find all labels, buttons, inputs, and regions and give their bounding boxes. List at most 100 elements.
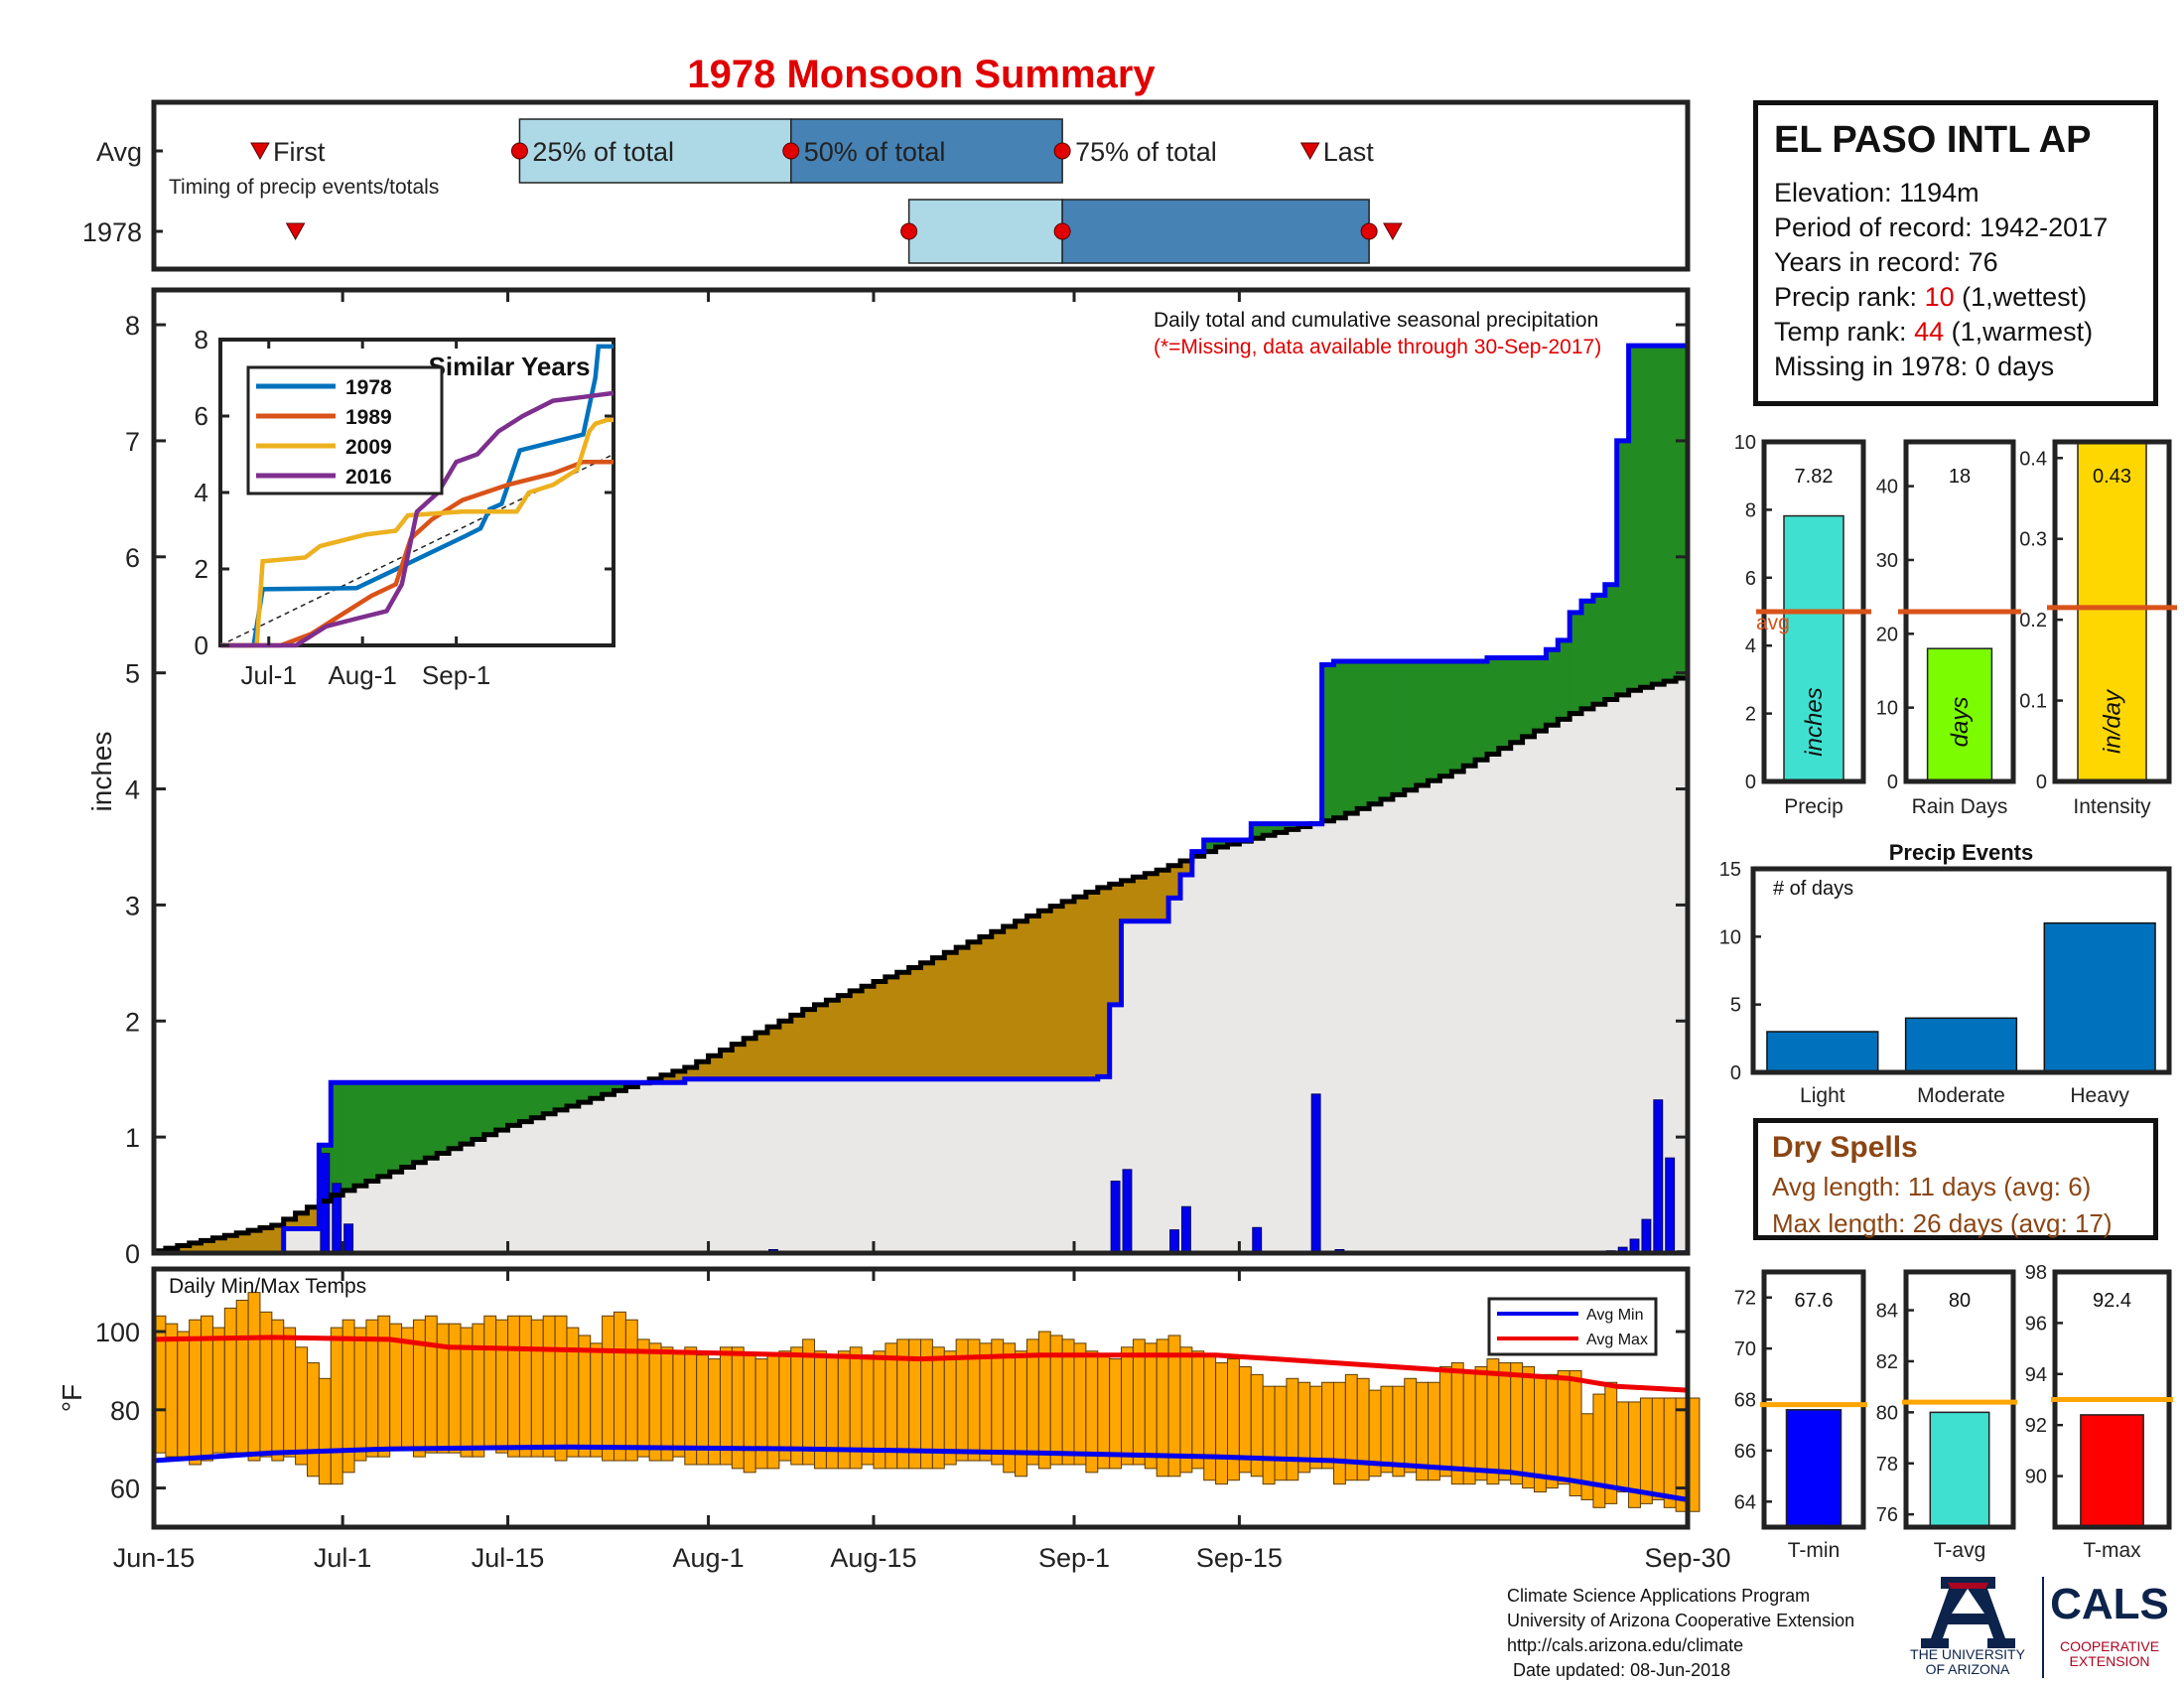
- inset-ytick-label: 2: [195, 554, 208, 584]
- temp-rank-value: 44: [1914, 317, 1945, 347]
- main-missing-note: (*=Missing, data available through 30-Se…: [1154, 336, 1601, 358]
- daily-temp-bar: [766, 1354, 780, 1470]
- minibar-frame-2: [2052, 439, 2172, 784]
- inset-ytick-label: 8: [195, 325, 208, 354]
- below-average-fill: [932, 957, 945, 1079]
- minibar-bar-precip: [1783, 514, 1844, 782]
- station-period: Period of record: 1942-2017: [1774, 212, 2109, 242]
- inset-legend-label-1978: 1978: [345, 376, 392, 399]
- daily-temp-bar: [1061, 1338, 1075, 1466]
- above-average-fill: [1522, 657, 1536, 737]
- x-tick-label: Sep-15: [1196, 1543, 1283, 1573]
- x-tick-label: Jul-15: [472, 1543, 545, 1573]
- above-average-fill: [1463, 660, 1476, 767]
- inset-legend-label-2016: 2016: [345, 466, 392, 489]
- minibar-value-label: 7.82: [1795, 466, 1834, 488]
- above-average-fill: [1416, 660, 1430, 786]
- timing-avg-marker-75: [1053, 142, 1071, 160]
- daily-temp-bar: [283, 1327, 297, 1458]
- below-average-fill: [1003, 926, 1017, 1079]
- minibar-category-label: Intensity: [2073, 795, 2151, 818]
- above-average-fill: [614, 1082, 626, 1091]
- tempbar-value-label: 80: [1949, 1290, 1971, 1312]
- main-ytick-label: 4: [125, 775, 140, 805]
- minibar-ytick-label: 0.1: [2019, 691, 2047, 713]
- daily-temp-bar: [1510, 1362, 1524, 1485]
- minibar-ytick-label: 0.3: [2019, 529, 2047, 551]
- cals-logo-line1: COOPERATIVE: [2060, 1638, 2159, 1654]
- tempbar-category-label: T-avg: [1934, 1539, 1986, 1562]
- daily-temp-bar: [602, 1315, 614, 1462]
- daily-temp-bar: [1404, 1377, 1418, 1474]
- below-average-fill: [684, 1067, 698, 1079]
- below-average-fill: [307, 1206, 320, 1229]
- daily-temp-bar: [614, 1311, 626, 1462]
- below-average-fill: [1050, 906, 1063, 1079]
- daily-temp-bar: [436, 1323, 450, 1454]
- station-precip-rank: Precip rank: 10 (1,wettest): [1774, 280, 2137, 315]
- tempbar-ytick-label: 96: [2025, 1313, 2047, 1335]
- below-average-fill: [1121, 880, 1135, 921]
- above-average-fill: [365, 1082, 379, 1182]
- daily-temp-bar: [1438, 1365, 1452, 1477]
- daily-temp-bar: [1545, 1373, 1559, 1489]
- x-tick-label: Jun-15: [113, 1543, 196, 1573]
- minibar-unit-label: in/day: [2100, 688, 2126, 754]
- daily-temp-bar: [211, 1327, 225, 1454]
- minibar-ytick-label: 0: [1887, 772, 1898, 793]
- minibar-ytick-label: 4: [1745, 635, 1756, 657]
- below-average-fill: [862, 986, 875, 1079]
- above-average-fill: [1275, 823, 1288, 833]
- below-average-fill: [778, 1021, 792, 1079]
- above-average-fill: [472, 1082, 485, 1140]
- daily-temp-bar: [1286, 1377, 1299, 1481]
- below-average-fill: [189, 1242, 203, 1253]
- below-average-fill: [1074, 897, 1087, 1079]
- above-average-fill: [1534, 657, 1547, 732]
- timing-avg-first-marker: [250, 142, 270, 161]
- minibar-bar-intensity: [2077, 441, 2147, 782]
- tempbar-bar-t-max: [2080, 1414, 2144, 1528]
- daily-temp-bar: [1663, 1397, 1677, 1508]
- cals-logo-text: CALS: [2050, 1580, 2169, 1628]
- footer-program: Climate Science Applications Program: [1507, 1586, 1811, 1606]
- above-average-fill: [1345, 660, 1358, 814]
- daily-temp-bar: [177, 1331, 191, 1458]
- timing-avg-last-marker: [1299, 142, 1320, 161]
- daily-temp-bar: [754, 1358, 768, 1470]
- daily-temp-bar: [1592, 1393, 1606, 1508]
- above-average-fill: [1321, 664, 1335, 821]
- below-average-fill: [672, 1070, 686, 1083]
- daily-temp-bar: [1580, 1413, 1594, 1500]
- below-average-fill: [1038, 911, 1051, 1079]
- minibar-ytick-label: 0.2: [2019, 610, 2047, 632]
- tempbar-value-label: 92.4: [2093, 1290, 2131, 1312]
- above-average-fill: [461, 1082, 474, 1145]
- above-average-fill: [413, 1082, 426, 1163]
- below-average-fill: [295, 1212, 309, 1229]
- precip-rank-prefix: Precip rank:: [1774, 282, 1925, 312]
- above-average-fill: [1381, 660, 1394, 800]
- daily-temp-bar: [802, 1338, 816, 1466]
- avg-max-line: [153, 1335, 1689, 1393]
- tempbar-ytick-label: 94: [2025, 1364, 2047, 1386]
- below-average-fill: [1026, 915, 1039, 1079]
- tempbar-ytick-label: 70: [1734, 1338, 1756, 1360]
- footer-university: University of Arizona Cooperative Extens…: [1507, 1611, 1855, 1630]
- cals-logo-line2: EXTENSION: [2070, 1653, 2150, 1669]
- inset-legend-label-1989: 1989: [345, 406, 392, 429]
- tempbar-ytick-label: 76: [1876, 1504, 1898, 1526]
- daily-temp-bar: [1450, 1362, 1464, 1485]
- below-average-fill: [850, 990, 863, 1079]
- daily-precip-bar: [1110, 1181, 1121, 1254]
- daily-precip-bar: [1180, 1205, 1191, 1254]
- observed-cumulative-line: [154, 343, 1691, 1256]
- above-average-fill: [401, 1082, 415, 1168]
- above-average-fill: [1640, 346, 1653, 688]
- above-average-fill: [1451, 660, 1464, 772]
- temps-legend-label-min: Avg Min: [1586, 1307, 1644, 1324]
- daily-temp-bar: [247, 1292, 261, 1462]
- daily-temp-bar: [189, 1319, 203, 1466]
- above-average-fill: [519, 1082, 532, 1122]
- daily-temp-bar: [1557, 1369, 1570, 1485]
